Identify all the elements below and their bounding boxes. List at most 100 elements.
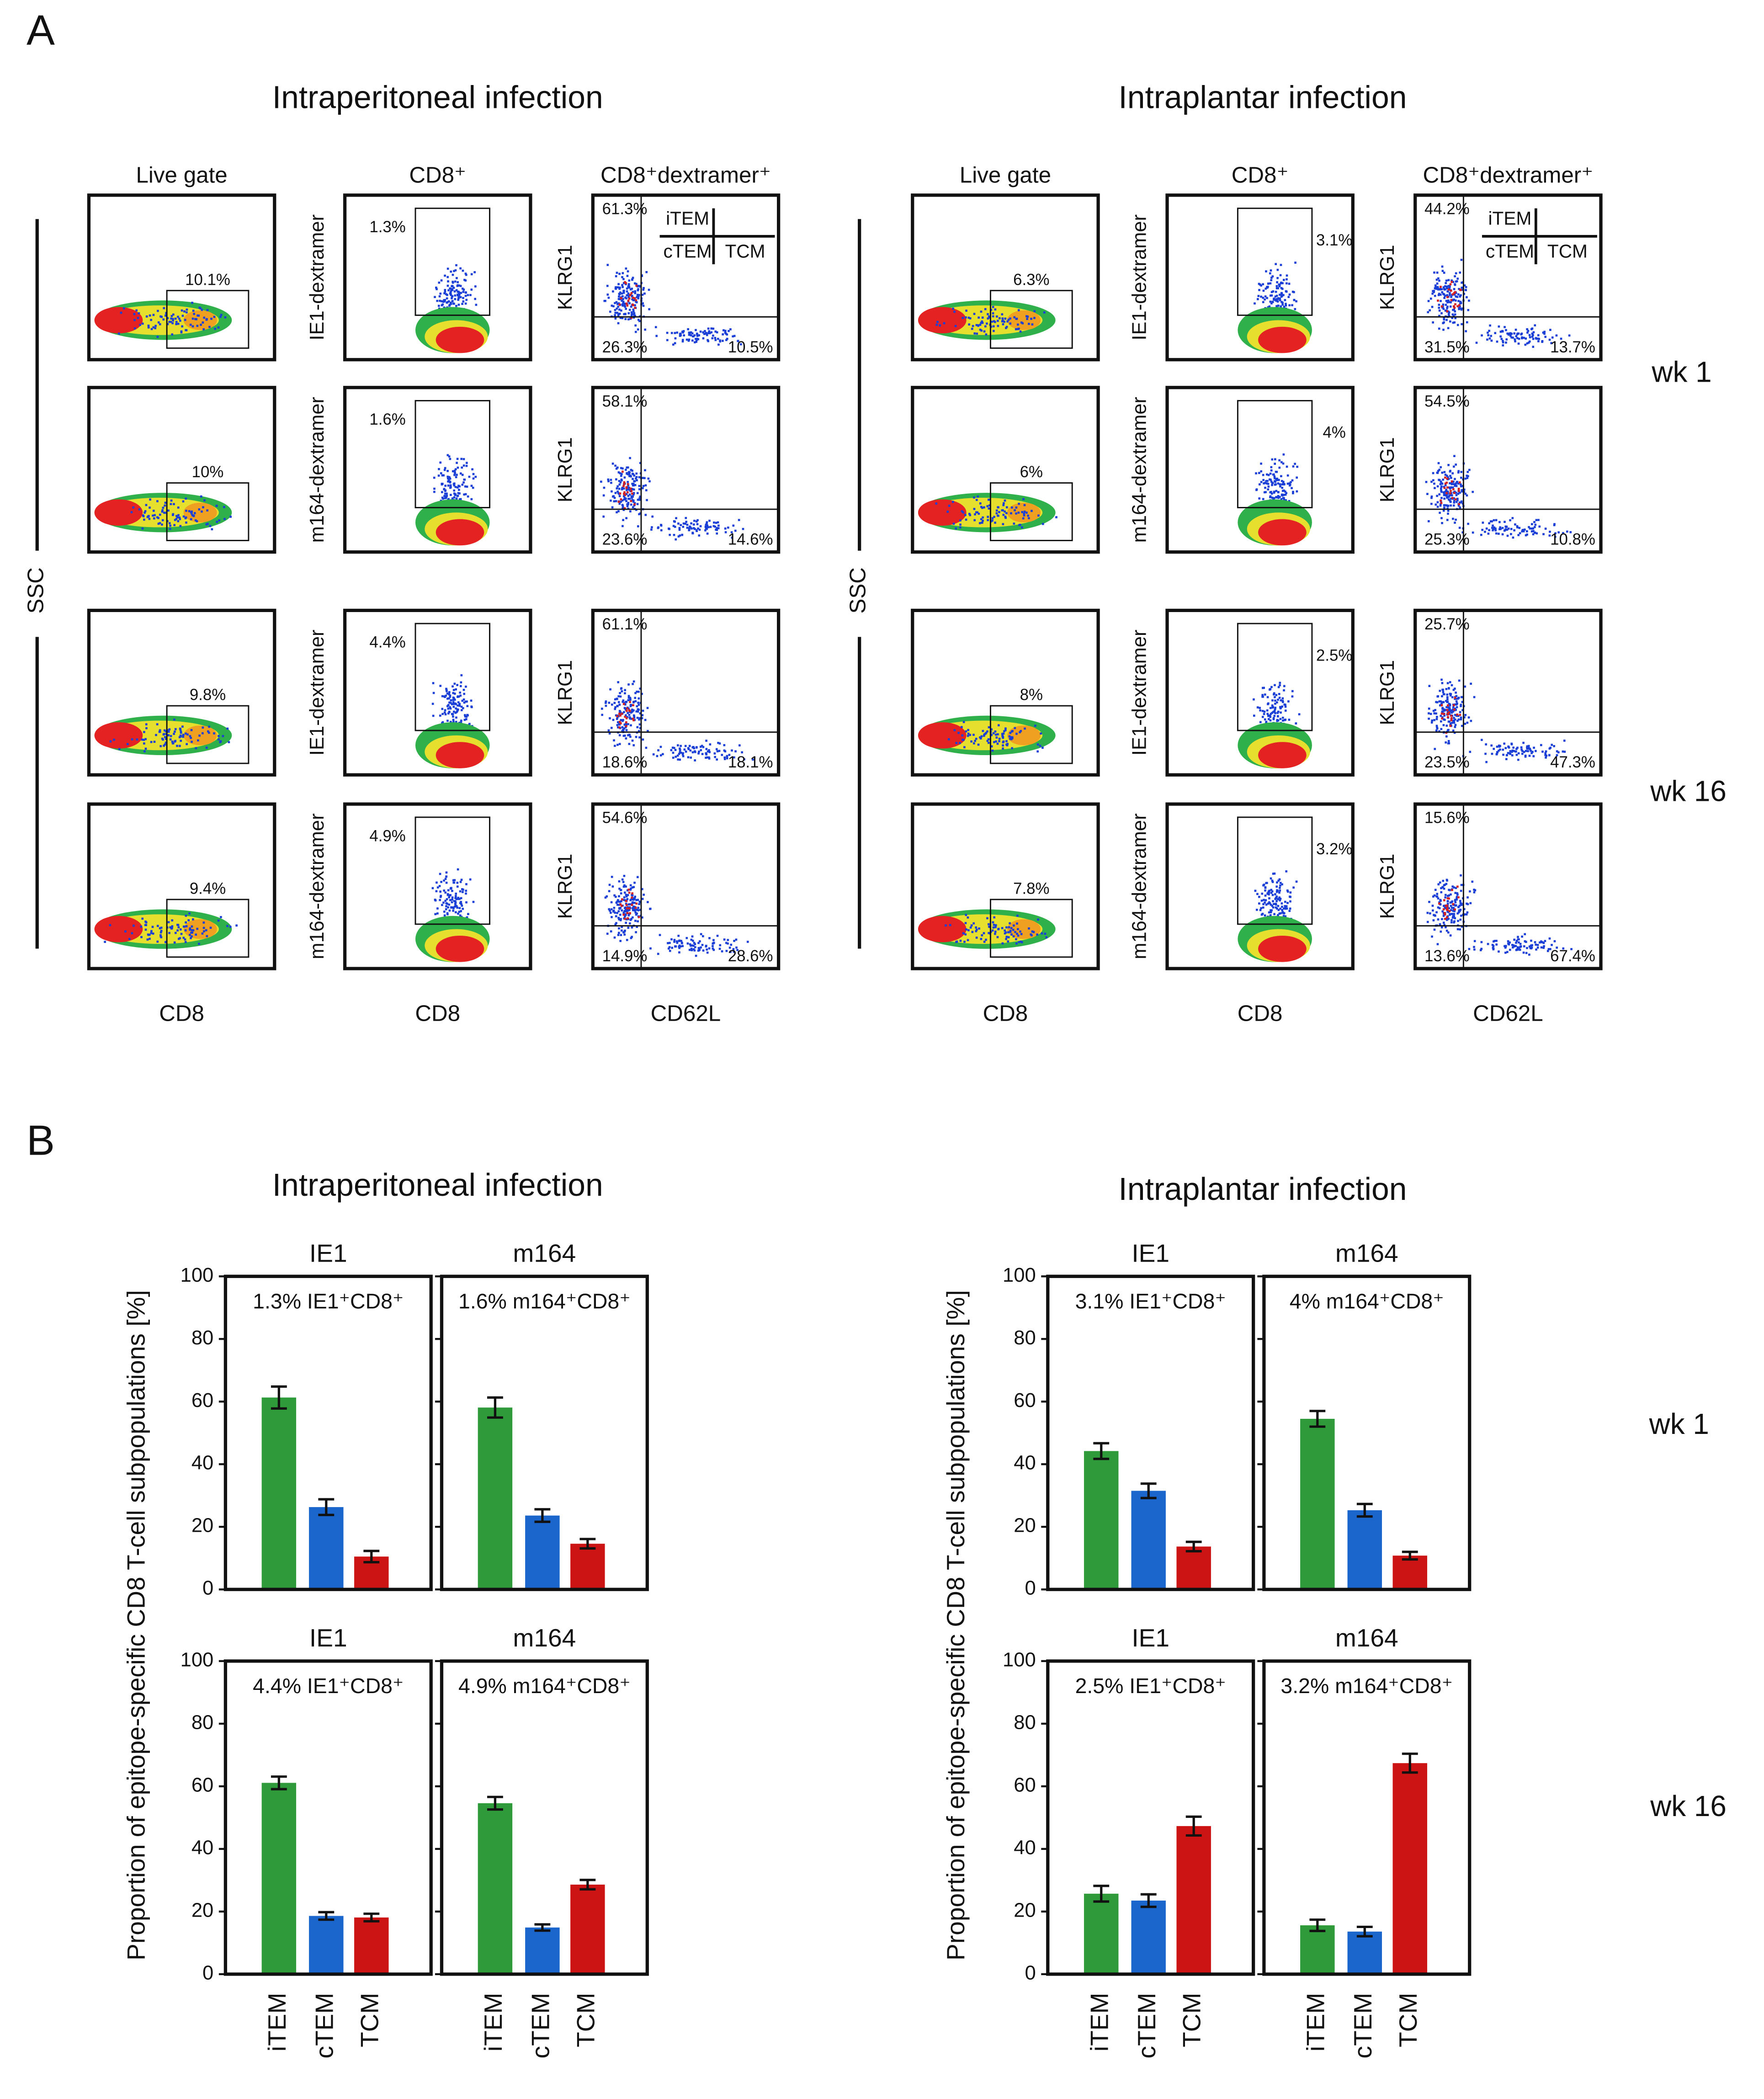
cell-dot [452,470,454,473]
cell-dot [636,908,638,911]
cell-dot [1466,494,1468,497]
cell-dot [456,708,459,711]
cell-dot [166,317,169,320]
cell-dot [1529,527,1531,530]
cell-dot [708,330,710,333]
cell-dot [644,484,647,487]
cell-dot [627,270,629,272]
density-blob [94,722,143,749]
cell-dot [981,321,984,324]
cell-dot [1468,299,1470,302]
cell-dot [1454,899,1456,901]
flow-plot [415,674,490,768]
cell-dot [185,521,187,524]
cell-dot [1280,480,1283,482]
cell-dot [1446,693,1449,696]
cell-dot [743,758,745,761]
cell-dot [632,886,635,888]
cell-dot [455,892,457,895]
cell-dot [1289,895,1291,898]
cell-dot [1534,523,1537,526]
cell-dot [147,326,150,329]
cell-dot [635,284,638,287]
cell-dot [458,489,460,491]
cell-dot [642,709,644,712]
cell-dot [705,740,707,742]
cell-dot [702,949,705,952]
cell-dot [1466,321,1468,324]
cell-dot [632,291,634,293]
cell-dot [1440,502,1443,504]
x-tick-label: TCM [1394,1993,1422,2047]
cell-dot [1544,752,1547,754]
cell-dot [983,330,986,333]
cell-dot [632,478,634,480]
cell-dot [1270,903,1272,906]
cell-dot [627,927,630,929]
cell-dot [1440,490,1443,493]
density-blob [436,326,484,353]
cell-dot [1275,900,1278,902]
cell-dot [624,929,626,932]
density-blob [918,916,967,943]
cell-dot [1436,506,1439,508]
cell-dot [1277,909,1280,911]
cell-dot [181,725,184,728]
cell-dot [1444,482,1447,485]
cell-dot [1549,530,1551,533]
cell-dot [1016,915,1019,917]
cell-dot [164,504,166,507]
cell-dot [954,325,957,327]
cell-dot [1034,725,1036,727]
flow-plot [918,909,1056,949]
cell-dot [1264,889,1266,892]
cell-dot [673,746,675,749]
cell-dot [1280,493,1283,496]
cell-dot [1275,479,1278,481]
cell-dot [462,288,465,291]
cell-dot [686,942,689,945]
cell-dot [1445,319,1448,321]
cell-dot [441,721,444,724]
cell-dot [1011,506,1013,509]
error-bar [271,1775,287,1790]
cell-dot [189,324,192,326]
cell-dot [440,881,442,883]
cell-dot [1470,682,1472,685]
cell-dot [994,926,997,928]
cell-dot [1530,523,1533,525]
cell-dot [458,704,461,707]
cell-dot [643,894,645,896]
cell-dot [174,519,176,521]
cell-dot [444,467,446,469]
cell-dot [1504,528,1507,531]
cell-dot [697,752,700,755]
cell-dot [980,506,983,508]
cell-dot [679,335,681,337]
cell-dot [443,292,446,294]
cell-dot [1267,485,1270,488]
cell-dot [726,755,728,757]
cell-dot [1009,732,1012,734]
cell-dot [170,503,172,506]
cell-dot [1504,945,1507,947]
cell-dot [1433,482,1435,485]
cell-dot [616,303,619,305]
cell-dot [623,507,626,510]
cell-dot [1431,935,1433,938]
cell-dot [452,701,455,703]
cell-dot [162,318,165,321]
cell-dot [705,944,707,947]
cell-dot [952,308,955,310]
cell-dot [1458,490,1460,492]
cell-dot [173,503,175,506]
cell-dot [1443,899,1445,901]
cell-dot [1445,894,1447,896]
cell-dot [1515,939,1518,942]
flow-plot [918,715,1056,756]
cell-dot [207,522,209,525]
cell-dot [1458,503,1461,506]
cell-dot [1488,330,1490,332]
cell-dot [627,734,629,736]
y-axis-label: KLRG1 [1376,660,1398,725]
